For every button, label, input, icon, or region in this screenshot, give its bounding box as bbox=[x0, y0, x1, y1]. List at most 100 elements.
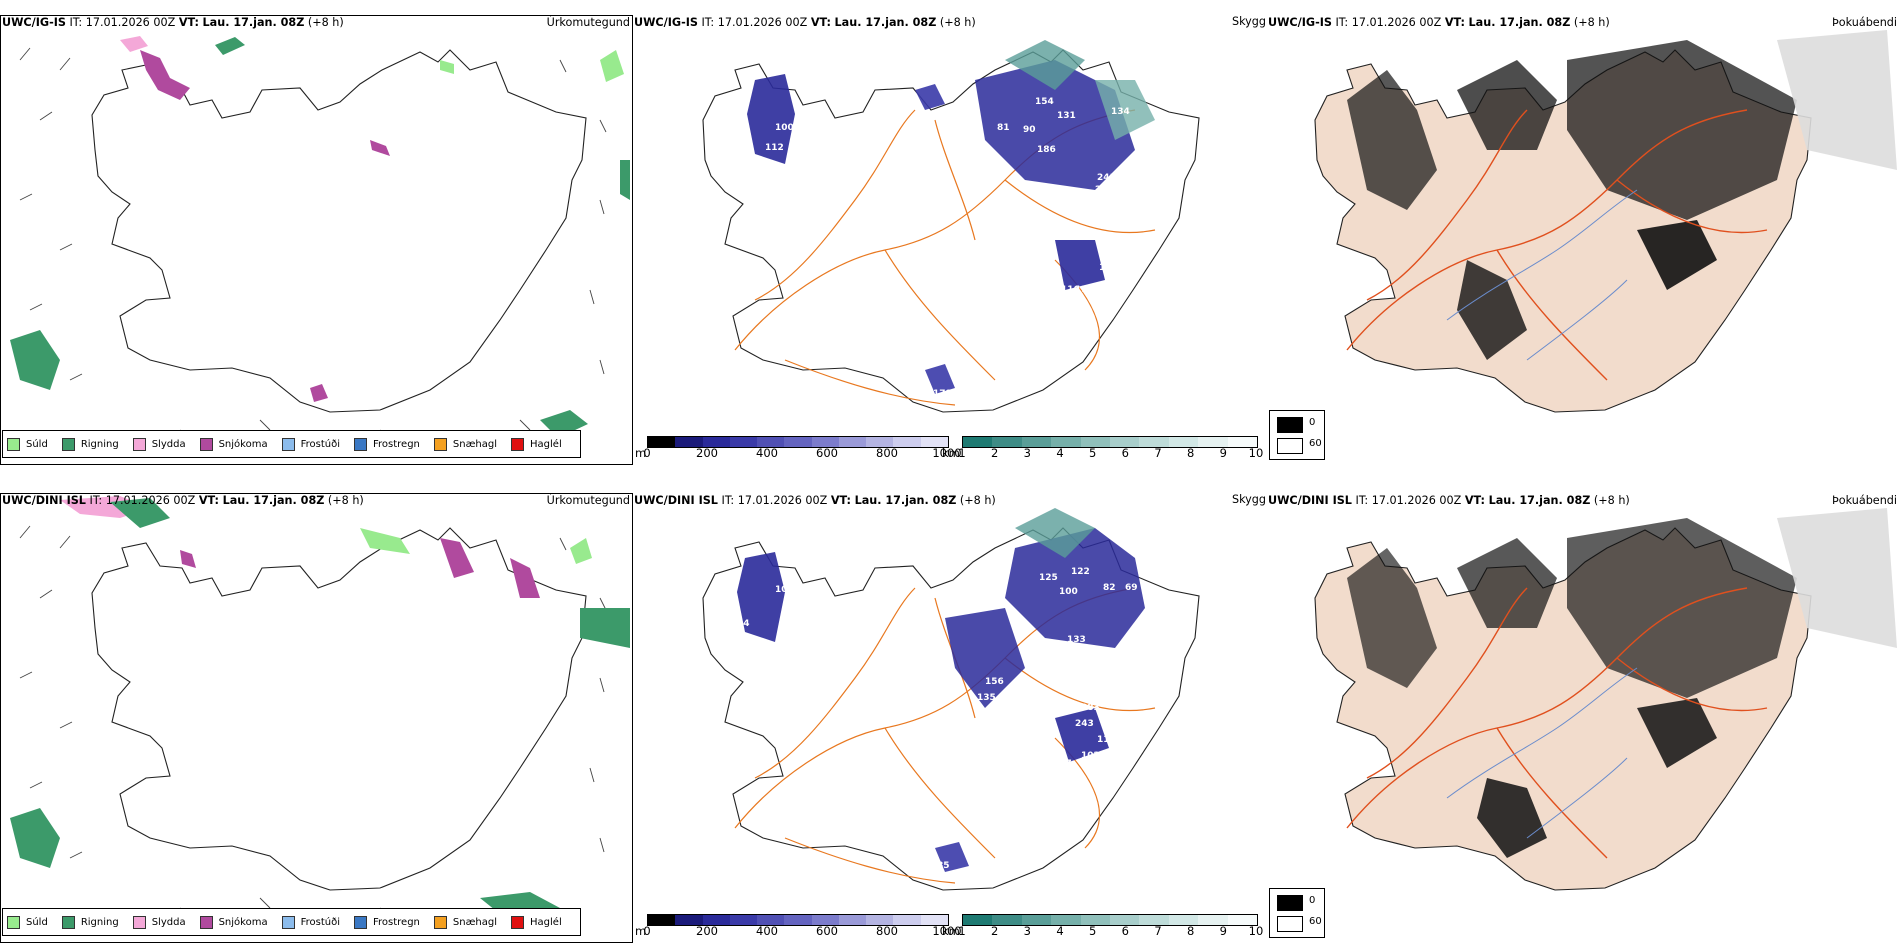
visibility-tick-label: 8 bbox=[1186, 924, 1195, 938]
elevation-colorbar-segment bbox=[675, 915, 703, 925]
model-name: UWC/DINI ISL bbox=[2, 494, 86, 507]
elev-label: 154 bbox=[1035, 97, 1054, 107]
visibility-tick-label: 1 bbox=[958, 446, 966, 460]
elev-label: 134 bbox=[1111, 107, 1130, 117]
precip-title: Úrkomutegund bbox=[546, 494, 630, 507]
visibility-header: UWC/DINI ISL IT: 17.01.2026 00Z VT: Lau.… bbox=[633, 493, 996, 509]
elevation-colorbar-segment bbox=[811, 915, 839, 925]
precip-legend-item: Rigning bbox=[61, 915, 119, 929]
precip-legend-item: Haglél bbox=[511, 437, 562, 451]
elev-label: 337 bbox=[1135, 193, 1154, 203]
elev-label: 190 bbox=[989, 225, 1008, 235]
legend-label: Snjókoma bbox=[218, 438, 268, 450]
precip-legend-item: Rigning bbox=[61, 437, 119, 451]
visibility-tick-label: 10 bbox=[1248, 446, 1264, 460]
it-label: IT: bbox=[1335, 16, 1349, 29]
rivers bbox=[1446, 189, 1638, 361]
legend-swatch bbox=[511, 437, 525, 451]
elevation-blobs bbox=[737, 508, 1145, 872]
visibility-tick-label: 2 bbox=[990, 924, 999, 938]
precip-legend-item: Súld bbox=[7, 437, 48, 451]
elev-label: 100 bbox=[1059, 587, 1078, 597]
legend-label: Frostregn bbox=[373, 438, 420, 450]
road-network bbox=[1346, 109, 1768, 381]
elevation-tick-label: 400 bbox=[756, 924, 778, 938]
elevation-tick-label: 600 bbox=[816, 924, 838, 938]
elev-label: 140 bbox=[1051, 645, 1070, 655]
visibility-colorbar-segment bbox=[1051, 437, 1081, 447]
elev-label: 104 bbox=[775, 585, 794, 595]
elevation-colorbar-segment bbox=[757, 915, 785, 925]
model-name: UWC/IG-IS bbox=[1268, 16, 1332, 29]
iceland-coastline bbox=[91, 49, 587, 413]
visibility-colorbar-segment bbox=[1139, 437, 1169, 447]
visibility-colorbar-segment bbox=[992, 437, 1022, 447]
elevation-colorbar-segment bbox=[920, 437, 948, 447]
it-value: 17.01.2026 00Z bbox=[1371, 494, 1462, 507]
fog-legend-swatch-60 bbox=[1277, 438, 1303, 454]
legend-swatch bbox=[354, 915, 367, 929]
elevation-colorbar-segment bbox=[784, 915, 812, 925]
elev-label: 110 bbox=[1097, 735, 1116, 745]
elevation-colorbar-segment bbox=[920, 915, 948, 925]
visibility-colorbar-segment bbox=[1198, 437, 1228, 447]
visibility-tick-label: 9 bbox=[1219, 446, 1227, 460]
rivers bbox=[1446, 667, 1638, 839]
legend-swatch bbox=[511, 915, 525, 929]
precip-legend-item: Snjókoma bbox=[199, 437, 268, 451]
elevation-colorbar-segment bbox=[838, 437, 867, 447]
legend-label: Snæhagl bbox=[452, 438, 498, 450]
elev-label: 80 bbox=[1143, 619, 1156, 629]
row-ig-is: UWC/IG-IS IT: 17.01.2026 00Z VT: Lau. 17… bbox=[0, 0, 1900, 472]
panel-frame bbox=[0, 493, 633, 943]
elev-label: 241 bbox=[1097, 173, 1116, 183]
elev-label: 82 bbox=[1103, 583, 1116, 593]
visibility-colorbar-segment bbox=[992, 915, 1022, 925]
visibility-unit: km bbox=[942, 446, 960, 460]
elev-label: 94 bbox=[737, 619, 750, 629]
visibility-colorbar-segment bbox=[1168, 915, 1199, 925]
it-value: 17.01.2026 00Z bbox=[85, 16, 176, 29]
it-label: IT: bbox=[1355, 494, 1369, 507]
elevation-colorbar-segment bbox=[893, 915, 921, 925]
fog-indicator-panel: UWC/IG-IS IT: 17.01.2026 00Z VT: Lau. 17… bbox=[1267, 0, 1900, 472]
elev-label: 140 bbox=[1127, 165, 1146, 175]
visibility-ticks: 1 2 3 4 5 6 7 8 9 10 bbox=[958, 924, 1263, 938]
legend-swatch bbox=[433, 437, 447, 451]
lead-time: (+8 h) bbox=[939, 16, 976, 29]
fog-legend-label-60: 60 bbox=[1309, 438, 1322, 449]
elev-label: 112 bbox=[765, 143, 784, 153]
legend-label: Súld bbox=[26, 916, 48, 928]
elevation-colorbar-segment bbox=[838, 915, 867, 925]
vt-label: VT: bbox=[830, 494, 851, 507]
lead-time: (+8 h) bbox=[1593, 494, 1630, 507]
visibility-tick-label: 8 bbox=[1186, 446, 1195, 460]
visibility-panel: 154 131 90 186 81 134 120 100 112 37 106… bbox=[635, 0, 1267, 472]
elevation-colorbar-segment bbox=[702, 915, 730, 925]
fog-legend-label-0: 0 bbox=[1309, 895, 1316, 906]
precip-blobs bbox=[10, 496, 630, 922]
legend-swatch bbox=[7, 915, 20, 929]
it-label: IT: bbox=[69, 16, 83, 29]
visibility-colorbar-segment bbox=[1227, 437, 1258, 447]
precip-legend: Súld Rigning Slydda Snjókoma Frostúði Frostre… bbox=[2, 908, 581, 936]
elevation-tick-label: 800 bbox=[876, 446, 898, 460]
visibility-colorbar-segment bbox=[1110, 437, 1140, 447]
precip-legend-item: Haglél bbox=[511, 915, 562, 929]
visibility-colorbar-segment bbox=[1080, 915, 1111, 925]
visibility-colorbar-segment bbox=[1198, 915, 1228, 925]
vt-label: VT: bbox=[198, 494, 219, 507]
model-name: UWC/DINI ISL bbox=[1268, 494, 1352, 507]
vt-label: VT: bbox=[1464, 494, 1485, 507]
row-dini-isl: UWC/DINI ISL IT: 17.01.2026 00Z VT: Lau.… bbox=[0, 478, 1900, 950]
elev-label: 179 bbox=[933, 389, 952, 399]
elevation-colorbar bbox=[647, 914, 949, 926]
fog-map bbox=[1314, 508, 1897, 891]
elev-label: 117 bbox=[1053, 759, 1072, 769]
it-label: IT: bbox=[721, 494, 735, 507]
elevation-ticks: 0 200 400 600 800 1000 bbox=[643, 446, 961, 460]
elev-label: 106 bbox=[771, 177, 790, 187]
elev-label: 118 bbox=[1039, 697, 1058, 707]
visibility-colorbar-segment bbox=[1021, 437, 1052, 447]
elevation-tick-label: 200 bbox=[696, 446, 718, 460]
